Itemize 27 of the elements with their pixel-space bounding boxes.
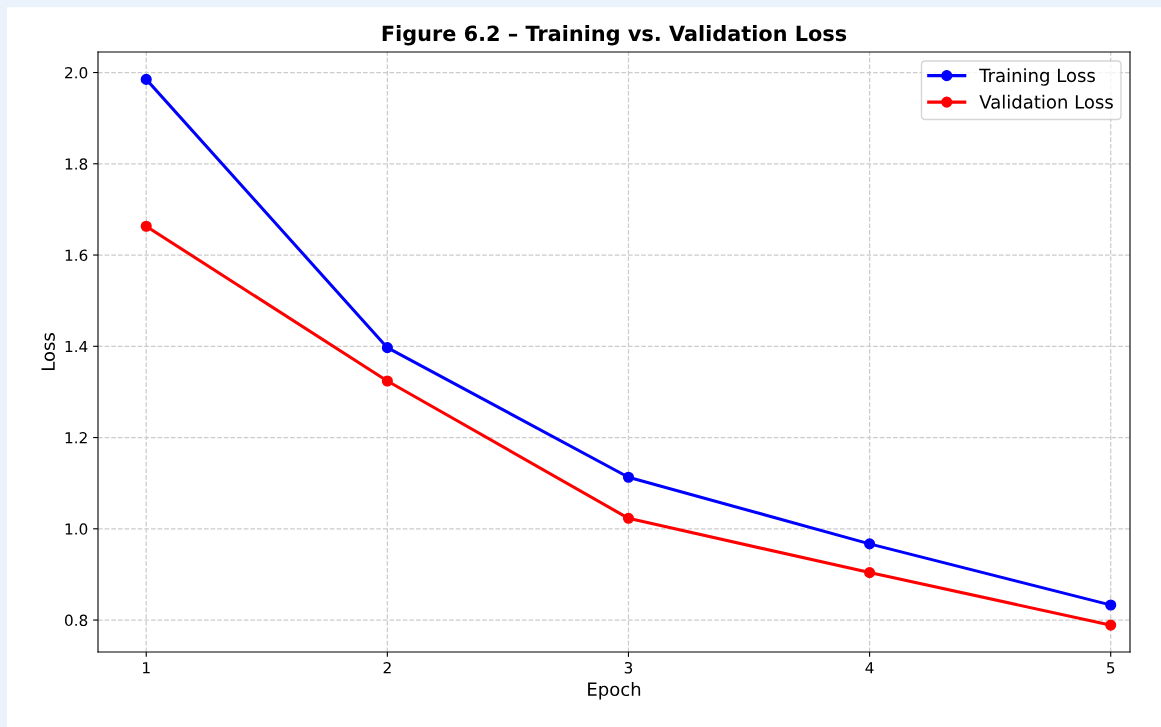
x-tick-label: 5 xyxy=(1107,662,1115,674)
y-tick-label: 1.6 xyxy=(65,249,88,262)
point xyxy=(381,375,393,387)
y-tick-label: 1.4 xyxy=(65,340,88,353)
point xyxy=(140,73,152,85)
point xyxy=(140,220,152,232)
x-axis-title: Epoch xyxy=(588,682,641,700)
point xyxy=(1105,619,1117,631)
x-tick-label: 2 xyxy=(383,661,391,674)
point xyxy=(864,538,876,550)
legend-label: Validation Loss xyxy=(979,94,1113,109)
chart-title: Figure 6.2 – Training vs. Validation Loss xyxy=(382,25,847,46)
y-tick-label: 1.0 xyxy=(65,523,88,535)
x-tick-label: 3 xyxy=(624,661,633,674)
y-tick-label: 2.0 xyxy=(65,67,88,79)
x-tick-label: 1 xyxy=(143,662,150,674)
y-tick-label: 0.8 xyxy=(64,614,88,627)
y-tick-label: 1.8 xyxy=(65,158,88,170)
point xyxy=(381,342,393,354)
y-tick-label: 1.2 xyxy=(65,432,87,444)
point xyxy=(864,567,876,579)
point xyxy=(622,471,635,483)
point xyxy=(1105,599,1117,611)
point xyxy=(622,512,635,524)
x-tick-label: 4 xyxy=(865,662,874,674)
legend-label: Training Loss xyxy=(979,68,1095,86)
y-axis-title: Loss xyxy=(41,333,55,371)
